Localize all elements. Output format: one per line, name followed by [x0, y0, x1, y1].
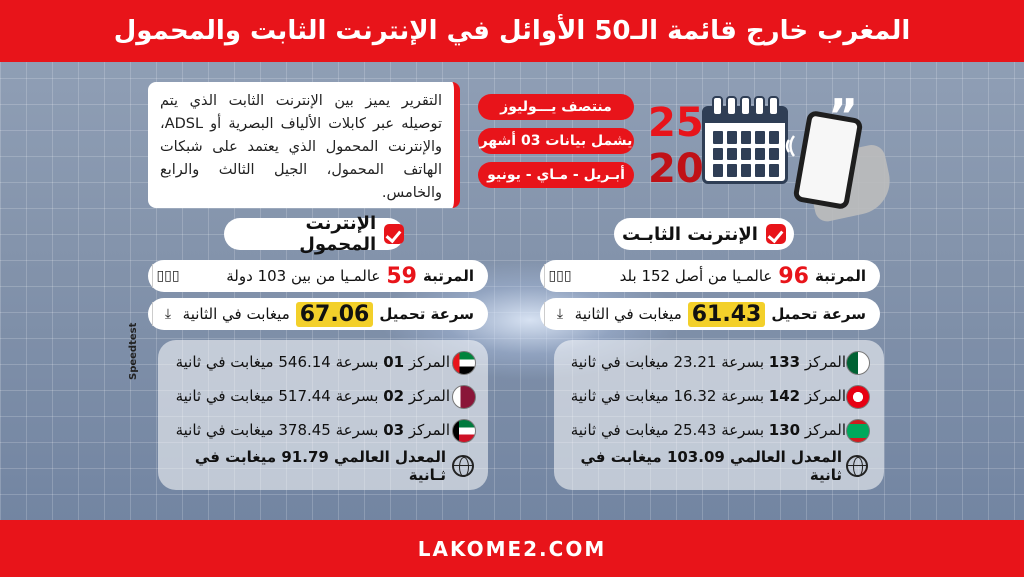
list-item: المركز 03 بسرعة 378.45 ميغابت في ثانية: [175, 421, 450, 439]
download-icon: ⤓: [152, 302, 183, 326]
mobile-section-title: الإنترنت المحمول: [224, 213, 404, 255]
fixed-section-title: الإنترنت الثابـت: [614, 218, 794, 250]
source-speedtest: Speedtest: [128, 322, 139, 380]
download-icon: ⤓: [544, 302, 575, 326]
fixed-rank-value: 96: [778, 263, 809, 289]
bar-chart-icon: ▯▯▯: [544, 264, 575, 288]
mobile-global-average: المعدل العالمي 91.79 ميغابت في ثـانية: [194, 448, 446, 484]
page-title: المغرب خارج قائمة الـ50 الأوائل في الإنت…: [113, 16, 911, 46]
year-bottom: 20: [648, 146, 704, 192]
wifi-signal-icon: [781, 135, 796, 157]
fixed-speed-value: 61.43: [687, 301, 766, 327]
flag-kuwait-icon: [452, 419, 476, 443]
brand-check-icon: [765, 224, 786, 244]
calendar-icon: [702, 96, 788, 184]
fixed-global-average: المعدل العالمي 103.09 ميغابت في ثانية: [580, 448, 842, 484]
list-item: المركز 01 بسرعة 546.14 ميغابت في ثانية: [175, 353, 450, 371]
globe-icon: [452, 455, 474, 477]
tag-data-span: يشمل بيانات 03 أشهر: [478, 128, 634, 154]
tag-publish-date: منتصف يـــوليوز: [478, 94, 634, 120]
list-item: المركز 142 بسرعة 16.32 ميغابت في ثانية: [570, 387, 846, 405]
mobile-rank-value: 59: [386, 263, 417, 289]
year-top: 25: [648, 100, 704, 146]
site-link[interactable]: LAKOME2.COM: [417, 536, 607, 561]
list-item: المركز 133 بسرعة 23.21 ميغابت في ثانية: [570, 353, 846, 371]
fixed-neighbors-panel: [554, 340, 884, 490]
tag-months: أبـريل - مـاي - يونيو: [478, 162, 634, 188]
globe-icon: [846, 455, 868, 477]
brand-check-icon: [384, 224, 404, 244]
flag-qatar-icon: [452, 385, 476, 409]
flag-tunisia-icon: [846, 385, 870, 409]
mobile-rank-pill: المرتبة 59 عالمـيا من بين 103 دولة ▯▯▯: [148, 260, 488, 292]
quote-mark-icon: ”: [828, 89, 859, 143]
flag-uae-icon: [452, 351, 476, 375]
fixed-rank-pill: المرتبة 96 عالمـيا من أصل 152 بلد ▯▯▯: [540, 260, 880, 292]
mobile-speed-pill: سرعة تحميل 67.06 ميغابت في الثانية ⤓: [148, 298, 488, 330]
fixed-speed-pill: سرعة تحميل 61.43 ميغابت في الثانية ⤓: [540, 298, 880, 330]
intro-description: التقرير يميز بين الإنترنت الثابت الذي يت…: [148, 82, 460, 208]
list-item: المركز 130 بسرعة 25.43 ميغابت في ثانية: [570, 421, 846, 439]
footer-bar: LAKOME2.COM: [0, 520, 1024, 577]
mobile-speed-value: 67.06: [295, 301, 374, 327]
year-label: 25 20: [648, 100, 704, 192]
header-bar: المغرب خارج قائمة الـ50 الأوائل في الإنت…: [0, 0, 1024, 62]
mobile-leaders-panel: [158, 340, 488, 490]
list-item: المركز 02 بسرعة 517.44 ميغابت في ثانية: [175, 387, 450, 405]
bar-chart-icon: ▯▯▯: [152, 264, 183, 288]
flag-algeria-icon: [846, 351, 870, 375]
flag-mauritania-icon: [846, 419, 870, 443]
